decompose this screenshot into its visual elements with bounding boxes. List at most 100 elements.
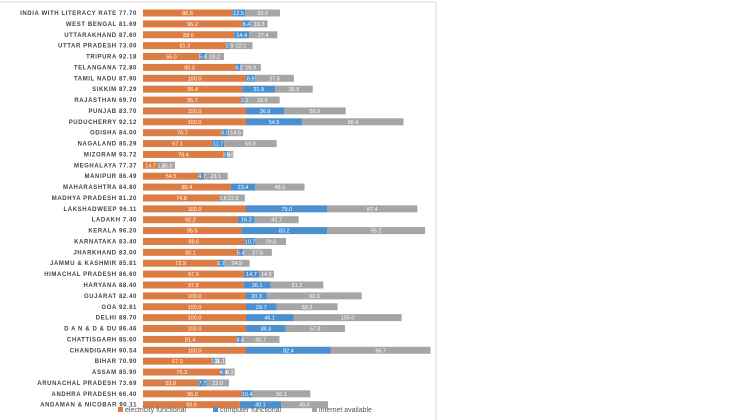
category-label: JAMMU & KASHMIR 85.81: [50, 261, 137, 267]
bar-segment-electricity-functional: [143, 161, 159, 169]
bar-data-label: 51.2: [292, 283, 303, 289]
bar-segment-internet-available: [252, 390, 311, 398]
bar-segment-internet-available: [284, 107, 346, 115]
bar-data-label: 97.9: [188, 272, 199, 278]
bar-data-label: 96.7: [375, 348, 386, 354]
bar-data-label: 48.0: [274, 185, 285, 191]
bar-data-label: 24.9: [231, 261, 242, 267]
bar-segment-internet-available: [229, 42, 253, 50]
bar-segment-computer-functional: [237, 248, 244, 256]
bar-data-label: 95.2: [371, 229, 382, 235]
bar-segment-computer-functional: [212, 140, 225, 148]
bar-segment-computer-functional: [246, 314, 294, 322]
bar-segment-computer-functional: [239, 401, 282, 409]
bar-data-label: 1.9: [211, 359, 219, 365]
bar-segment-internet-available: [255, 237, 287, 245]
bar-segment-computer-functional: [222, 129, 229, 137]
bar-data-label: 38.3: [260, 327, 271, 333]
bar-segment-electricity-functional: [143, 248, 238, 256]
bar-data-label: 4.2: [235, 65, 243, 71]
bar-data-label: 83.2: [279, 229, 290, 235]
bar-data-label: 22.5: [228, 196, 239, 202]
category-label: KERALA 96.20: [88, 229, 137, 235]
bar-data-label: 81.3: [180, 44, 191, 50]
bar-segment-computer-functional: [199, 172, 204, 180]
bar-data-label: 1.3: [157, 163, 165, 169]
bar-data-label: 23.1: [211, 174, 222, 180]
bar-data-label: 72.9: [175, 261, 186, 267]
bar-data-label: 67.0: [172, 359, 183, 365]
bar-data-label: 22.0: [212, 381, 223, 387]
bar-segment-internet-available: [245, 9, 280, 17]
bar-segment-electricity-functional: [143, 183, 231, 191]
category-label: HIMACHAL PRADESH 86.60: [44, 272, 137, 278]
category-label: LAKSHADWEEP 96.11: [64, 207, 138, 213]
bar-segment-computer-functional: [241, 227, 328, 235]
bar-segment-internet-available: [241, 335, 280, 343]
bar-segment-electricity-functional: [143, 281, 244, 289]
bar-data-label: 23.4: [238, 185, 249, 191]
bar-data-label: 59.9: [309, 109, 320, 115]
bar-data-labels: 86.6 12.5 33.9 96.2 8.4 16.3 88.6 14.4 27.4 81.3 2…: [145, 11, 386, 409]
bar-data-label: 87.4: [367, 207, 378, 213]
bar-data-label: 97.8: [188, 283, 199, 289]
bar-data-label: 27.4: [258, 33, 269, 39]
bar-segment-electricity-functional: [143, 357, 213, 365]
bar-segment-internet-available: [255, 183, 305, 191]
bar-data-label: 5.4: [237, 250, 245, 256]
bar-data-label: 4.4: [220, 370, 228, 376]
bar-segment-electricity-functional: [143, 85, 243, 93]
category-label: MAHARASHTRA 84.80: [63, 185, 137, 191]
category-label: KARNATAKA 83.40: [74, 239, 137, 245]
category-label: PUNJAB 83.70: [88, 109, 137, 115]
bar-data-label: 92.0: [309, 294, 320, 300]
bar-data-label: 8.4: [243, 22, 251, 28]
bar-segment-computer-functional: [241, 390, 253, 398]
category-label: NAGALAND 85.29: [78, 142, 137, 148]
bar-segment-internet-available: [281, 401, 328, 409]
bar-data-label: 29.7: [256, 305, 267, 311]
bar-data-label: 33.9: [257, 98, 268, 104]
bar-segment-electricity-functional: [143, 314, 246, 322]
bar-segment-computer-functional: [241, 96, 245, 104]
bar-data-label: 86.6: [182, 11, 193, 17]
bar-segment-internet-available: [302, 118, 404, 126]
bar-segment-electricity-functional: [143, 9, 233, 17]
bar-segment-electricity-functional: [143, 194, 221, 202]
bar-data-label: 5.7: [217, 261, 225, 267]
category-label: MIZORAM 93.72: [84, 152, 137, 158]
bar-data-label: 53.8: [165, 381, 176, 387]
bar-data-label: 18.2: [209, 55, 220, 61]
bar-data-label: 95.5: [187, 229, 198, 235]
category-label: SIKKIM 87.29: [92, 87, 137, 93]
bar-segment-computer-functional: [158, 161, 160, 169]
bar-segment-computer-functional: [242, 85, 276, 93]
bar-data-label: 98.4: [347, 120, 358, 126]
category-label: JHARKHAND 83.00: [73, 250, 137, 256]
bar-segment-internet-available: [228, 129, 244, 137]
bar-segment-internet-available: [327, 227, 426, 235]
bar-data-label: 100.0: [188, 327, 202, 333]
legend-label: internet available: [319, 407, 372, 414]
bar-segment-electricity-functional: [143, 74, 246, 82]
bar-data-label: 14.7: [246, 272, 257, 278]
bar-data-label: 29.6: [265, 239, 276, 245]
bar-segment-electricity-functional: [143, 303, 246, 311]
bar-segment-computer-functional: [198, 379, 207, 387]
bar-data-label: 92.1: [185, 250, 196, 256]
legend-label: computer functional: [220, 407, 282, 414]
category-label: D A N & D & DU 86.46: [64, 327, 137, 333]
bar-data-label: 56.1: [276, 392, 287, 398]
bar-segment-internet-available: [254, 216, 299, 224]
bar-data-label: 79.0: [281, 207, 292, 213]
bar-segment-internet-available: [327, 205, 418, 213]
bar-data-label: 22.1: [236, 44, 247, 50]
legend-swatch: [118, 407, 123, 412]
bar-segment-electricity-functional: [143, 42, 227, 50]
bar-data-label: 10.7: [245, 239, 256, 245]
bar-data-label: 74.8: [176, 196, 187, 202]
category-label: GOA 92.81: [101, 305, 137, 311]
bar-segment-internet-available: [225, 368, 235, 376]
bar-segment-computer-functional: [242, 20, 251, 28]
legend-item: computer functional: [213, 407, 282, 414]
